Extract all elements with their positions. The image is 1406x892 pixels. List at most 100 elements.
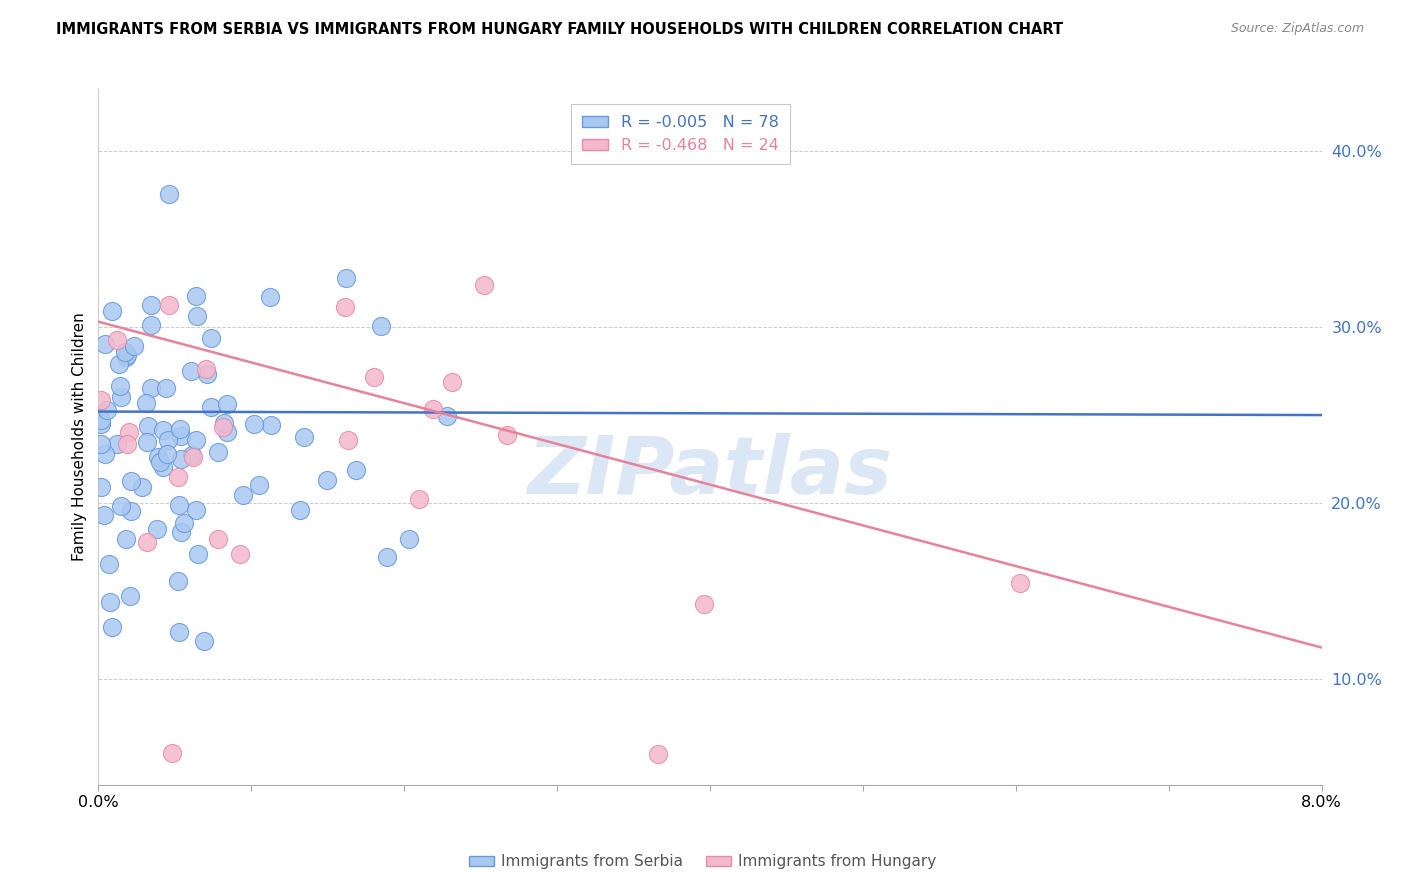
- Point: [110, 499, 132, 513]
- Point: [472, 277, 495, 292]
- Point: [247, 477, 270, 491]
- Point: [105, 333, 128, 347]
- Point: [344, 463, 367, 477]
- Point: [207, 445, 229, 459]
- Point: [187, 548, 209, 562]
- Point: [200, 401, 222, 415]
- Point: [167, 498, 190, 512]
- Point: [131, 480, 153, 494]
- Point: [194, 362, 217, 376]
- Text: IMMIGRANTS FROM SERBIA VS IMMIGRANTS FROM HUNGARY FAMILY HOUSEHOLDS WITH CHILDRE: IMMIGRANTS FROM SERBIA VS IMMIGRANTS FRO…: [56, 22, 1063, 37]
- Point: [139, 381, 162, 395]
- Point: [422, 402, 444, 417]
- Point: [122, 339, 145, 353]
- Point: [215, 425, 238, 440]
- Text: ZIPatlas: ZIPatlas: [527, 433, 893, 511]
- Point: [115, 350, 138, 364]
- Point: [167, 574, 190, 588]
- Point: [115, 437, 138, 451]
- Point: [100, 620, 122, 634]
- Point: [90, 413, 112, 427]
- Point: [647, 747, 669, 762]
- Point: [184, 288, 207, 302]
- Point: [335, 270, 357, 285]
- Point: [316, 473, 339, 487]
- Point: [169, 422, 191, 436]
- Point: [136, 419, 159, 434]
- Point: [136, 534, 159, 549]
- Point: [114, 344, 136, 359]
- Point: [157, 433, 180, 447]
- Point: [408, 491, 430, 506]
- Point: [333, 301, 356, 315]
- Point: [398, 532, 420, 546]
- Point: [90, 480, 112, 494]
- Point: [180, 364, 202, 378]
- Point: [98, 595, 121, 609]
- Point: [288, 502, 311, 516]
- Point: [120, 589, 142, 603]
- Point: [193, 634, 215, 648]
- Point: [181, 450, 204, 465]
- Point: [211, 419, 233, 434]
- Point: [120, 474, 142, 488]
- Point: [107, 357, 129, 371]
- Point: [97, 558, 120, 572]
- Point: [96, 403, 118, 417]
- Point: [693, 597, 716, 611]
- Point: [157, 187, 180, 202]
- Point: [90, 417, 112, 432]
- Point: [157, 298, 180, 312]
- Point: [170, 524, 193, 539]
- Point: [167, 469, 190, 483]
- Point: [110, 390, 132, 404]
- Point: [184, 433, 207, 447]
- Point: [90, 393, 112, 408]
- Point: [115, 532, 138, 546]
- Point: [232, 488, 254, 502]
- Legend: Immigrants from Serbia, Immigrants from Hungary: Immigrants from Serbia, Immigrants from …: [463, 848, 943, 875]
- Point: [207, 533, 229, 547]
- Point: [200, 330, 222, 344]
- Point: [155, 381, 177, 395]
- Point: [181, 448, 204, 462]
- Point: [260, 417, 283, 432]
- Point: [105, 436, 128, 450]
- Point: [115, 348, 138, 362]
- Point: [94, 447, 117, 461]
- Point: [139, 318, 162, 332]
- Point: [370, 318, 392, 333]
- Point: [146, 450, 169, 464]
- Point: [135, 395, 157, 409]
- Point: [149, 455, 172, 469]
- Point: [169, 429, 191, 443]
- Point: [363, 369, 385, 384]
- Point: [118, 425, 141, 440]
- Point: [195, 367, 218, 381]
- Point: [441, 376, 464, 390]
- Point: [145, 522, 167, 536]
- Point: [135, 434, 157, 449]
- Point: [229, 547, 252, 561]
- Point: [436, 409, 458, 424]
- Point: [90, 437, 112, 451]
- Point: [259, 290, 281, 304]
- Point: [217, 397, 239, 411]
- Point: [1008, 575, 1031, 590]
- Legend: R = -0.005   N = 78, R = -0.468   N = 24: R = -0.005 N = 78, R = -0.468 N = 24: [571, 104, 790, 164]
- Text: Source: ZipAtlas.com: Source: ZipAtlas.com: [1230, 22, 1364, 36]
- Point: [152, 424, 174, 438]
- Point: [186, 503, 208, 517]
- Point: [120, 504, 142, 518]
- Point: [496, 428, 519, 442]
- Point: [186, 310, 208, 324]
- Y-axis label: Family Households with Children: Family Households with Children: [72, 313, 87, 561]
- Point: [110, 379, 132, 393]
- Point: [243, 417, 266, 431]
- Point: [212, 416, 235, 430]
- Point: [160, 746, 183, 760]
- Point: [152, 460, 174, 475]
- Point: [93, 508, 115, 523]
- Point: [169, 624, 191, 639]
- Point: [337, 434, 360, 448]
